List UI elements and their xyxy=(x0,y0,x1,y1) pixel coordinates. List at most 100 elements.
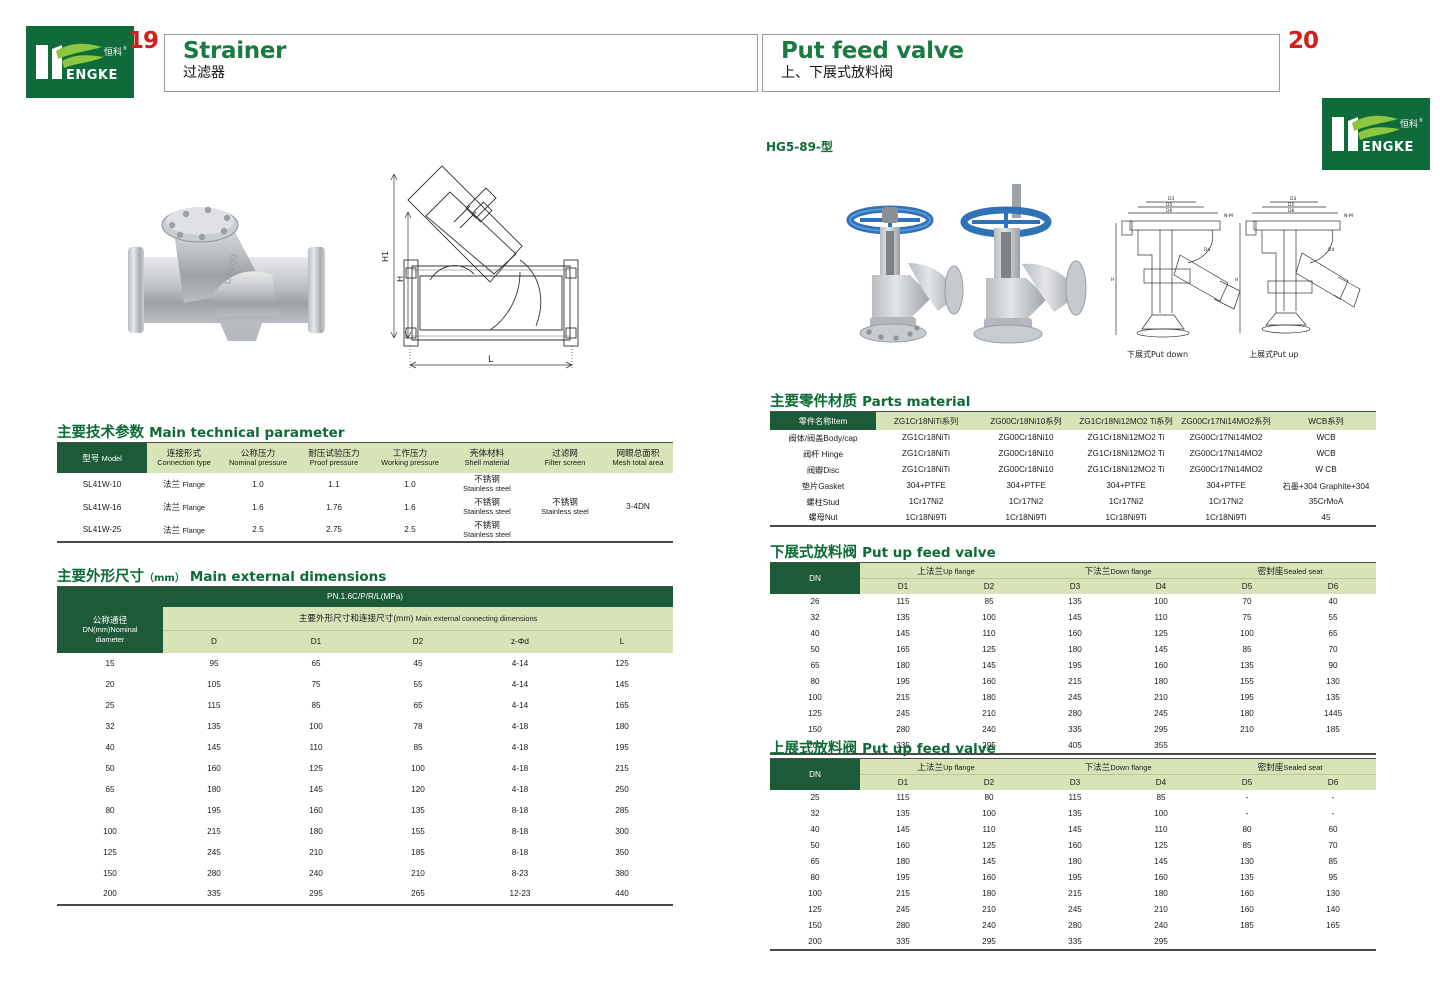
down-valve-cell: 125 xyxy=(946,641,1032,658)
svg-text:D4: D4 xyxy=(1204,247,1210,253)
up-valve-cell: - xyxy=(1290,789,1377,806)
table-row: 65 180 145 180 145 130 85 xyxy=(770,853,1377,870)
down-valve-cell: 210 xyxy=(1204,721,1291,738)
table-row: 15 95 65 45 4-14 125 xyxy=(57,652,674,674)
down-valve-cell: 110 xyxy=(1118,609,1205,626)
dimension-cell: 145 xyxy=(265,778,367,800)
parts-cell: 石墨+304 Graphite+304 xyxy=(1276,477,1376,494)
parts-cell: ZG00Cr17Ni14MO2 xyxy=(1176,429,1276,446)
dimension-cell: 12-23 xyxy=(469,883,571,905)
down-valve-cell: 40 xyxy=(1290,593,1377,610)
dimension-cell: 210 xyxy=(367,862,469,884)
up-valve-cell: 160 xyxy=(946,869,1032,886)
up-valve-cell: 240 xyxy=(1118,917,1205,934)
cell-working-pressure: 2.5 xyxy=(373,518,447,542)
dimension-cell: 105 xyxy=(163,673,265,695)
down-valve-cell: 155 xyxy=(1204,673,1291,690)
page-number-right: 20 xyxy=(1287,28,1319,54)
th-dn: DN xyxy=(770,758,860,790)
hengke-logo-icon-right: ENGKE 恒科 ® xyxy=(1328,111,1424,157)
parts-cell: 304+PTFE xyxy=(876,477,976,494)
up-valve-cell: 150 xyxy=(770,917,860,934)
th-working-pressure: 工作压力 Working pressure xyxy=(373,442,447,473)
down-valve-cell: 180 xyxy=(860,657,946,674)
table-row: 200 335 295 335 295 xyxy=(770,933,1377,950)
dimension-cell: 250 xyxy=(571,778,674,800)
down-valve-cell: 405 xyxy=(1032,737,1118,754)
table-row: 螺柱Stud 1Cr17Ni2 1Cr17Ni2 1Cr17Ni2 1Cr17Ni2 35… xyxy=(770,493,1376,510)
down-valve-cell: 240 xyxy=(946,721,1032,738)
parts-cell: 1Cr17Ni2 xyxy=(976,493,1076,510)
up-valve-cell xyxy=(1204,933,1291,950)
down-valve-cell: 26 xyxy=(770,593,860,610)
down-valve-cell: 135 xyxy=(1290,689,1377,706)
down-valve-cell: 75 xyxy=(1204,609,1291,626)
table-row: 150 280 240 280 240 185 165 xyxy=(770,917,1377,934)
parts-cell: 45 xyxy=(1276,509,1376,526)
dimension-cell: 125 xyxy=(57,841,163,863)
cell-working-pressure: 1.0 xyxy=(373,472,447,496)
parts-cell: 阀杆 Hinge xyxy=(770,445,876,462)
down-valve-cell: 195 xyxy=(1032,657,1118,674)
cell-working-pressure: 1.6 xyxy=(373,495,447,519)
parts-cell: 1Cr18Ni9Ti xyxy=(976,509,1076,526)
up-feed-valve-table: DN 上法兰Up flange 下法兰Down flange 密封座Sealed… xyxy=(770,758,1377,951)
title-box-left: Strainer 过滤器 xyxy=(164,34,758,92)
dimension-cell: 45 xyxy=(367,652,469,674)
down-valve-cell: 100 xyxy=(1204,625,1291,642)
parts-cell: ZG1Cr18Ni12MO2 Ti xyxy=(1076,461,1176,478)
table-row: 65 180 145 120 4-18 250 xyxy=(57,778,674,800)
th-down-flange: 下法兰Down flange xyxy=(1032,562,1205,579)
up-valve-cell: 195 xyxy=(1032,869,1118,886)
cell-connection: 法兰 Flange xyxy=(147,518,221,542)
dimension-cell: 160 xyxy=(265,799,367,821)
up-valve-cell: 185 xyxy=(1204,917,1291,934)
parts-cell: WCB xyxy=(1276,445,1376,462)
dimension-cell: 295 xyxy=(265,883,367,905)
dimension-cell: 100 xyxy=(57,820,163,842)
section2-cn: 主要外形尺寸 xyxy=(57,569,144,585)
down-valve-cell: 210 xyxy=(946,705,1032,722)
dimension-cell: 150 xyxy=(57,862,163,884)
up-valve-cell: 125 xyxy=(1118,837,1205,854)
up-valve-cell: 100 xyxy=(770,885,860,902)
down-valve-cell: 100 xyxy=(946,609,1032,626)
th-item: 零件名称Item xyxy=(770,411,876,430)
down-valve-cell: 145 xyxy=(1032,609,1118,626)
dimension-cell: 65 xyxy=(57,778,163,800)
th-d6: D6 xyxy=(1290,774,1377,790)
section-title-down-feed-valve: 下展式放料阀 Put up feed valve xyxy=(770,541,996,562)
down-valve-cell: 195 xyxy=(1204,689,1291,706)
dimension-cell: 185 xyxy=(367,841,469,863)
dimension-cell: 4-14 xyxy=(469,652,571,674)
down-valve-cell: 115 xyxy=(860,593,946,610)
parts-cell: ZG1Cr18NiTi xyxy=(876,429,976,446)
down-valve-cell: 100 xyxy=(1118,593,1205,610)
up-valve-cell: 160 xyxy=(1032,837,1118,854)
hengke-logo-icon: ENGKE 恒科 ® xyxy=(32,39,128,85)
dimension-cell: 85 xyxy=(265,694,367,716)
dimension-cell: 380 xyxy=(571,862,674,884)
up-valve-cell: 100 xyxy=(946,805,1032,822)
dimension-cell: 50 xyxy=(57,757,163,779)
logo-left: ENGKE 恒科 ® xyxy=(26,26,134,98)
strainer-photo: DN200 — xyxy=(112,175,362,375)
th-D2: D2 xyxy=(367,630,469,653)
dimension-cell: 350 xyxy=(571,841,674,863)
th-series-4: ZG00Cr17Ni14MO2系列 xyxy=(1176,411,1276,430)
up-valve-cell: 110 xyxy=(946,821,1032,838)
table-row: 100 215 180 155 8-18 300 xyxy=(57,820,674,842)
svg-text:D5: D5 xyxy=(1288,202,1294,208)
dimension-cell: 8-23 xyxy=(469,862,571,884)
parts-section-en: Parts material xyxy=(862,394,971,410)
down-valve-cell: 80 xyxy=(770,673,860,690)
dimension-cell: 335 xyxy=(163,883,265,905)
up-valve-cell: 85 xyxy=(1290,853,1377,870)
up-valve-cell: 25 xyxy=(770,789,860,806)
dimension-cell: 80 xyxy=(57,799,163,821)
table-row: 65 180 145 195 160 135 90 xyxy=(770,657,1377,674)
cell-model: SL41W-25 xyxy=(57,518,147,542)
svg-text:L: L xyxy=(488,355,493,365)
table-row: 50 160 125 100 4-18 215 xyxy=(57,757,674,779)
dimension-cell: 285 xyxy=(571,799,674,821)
